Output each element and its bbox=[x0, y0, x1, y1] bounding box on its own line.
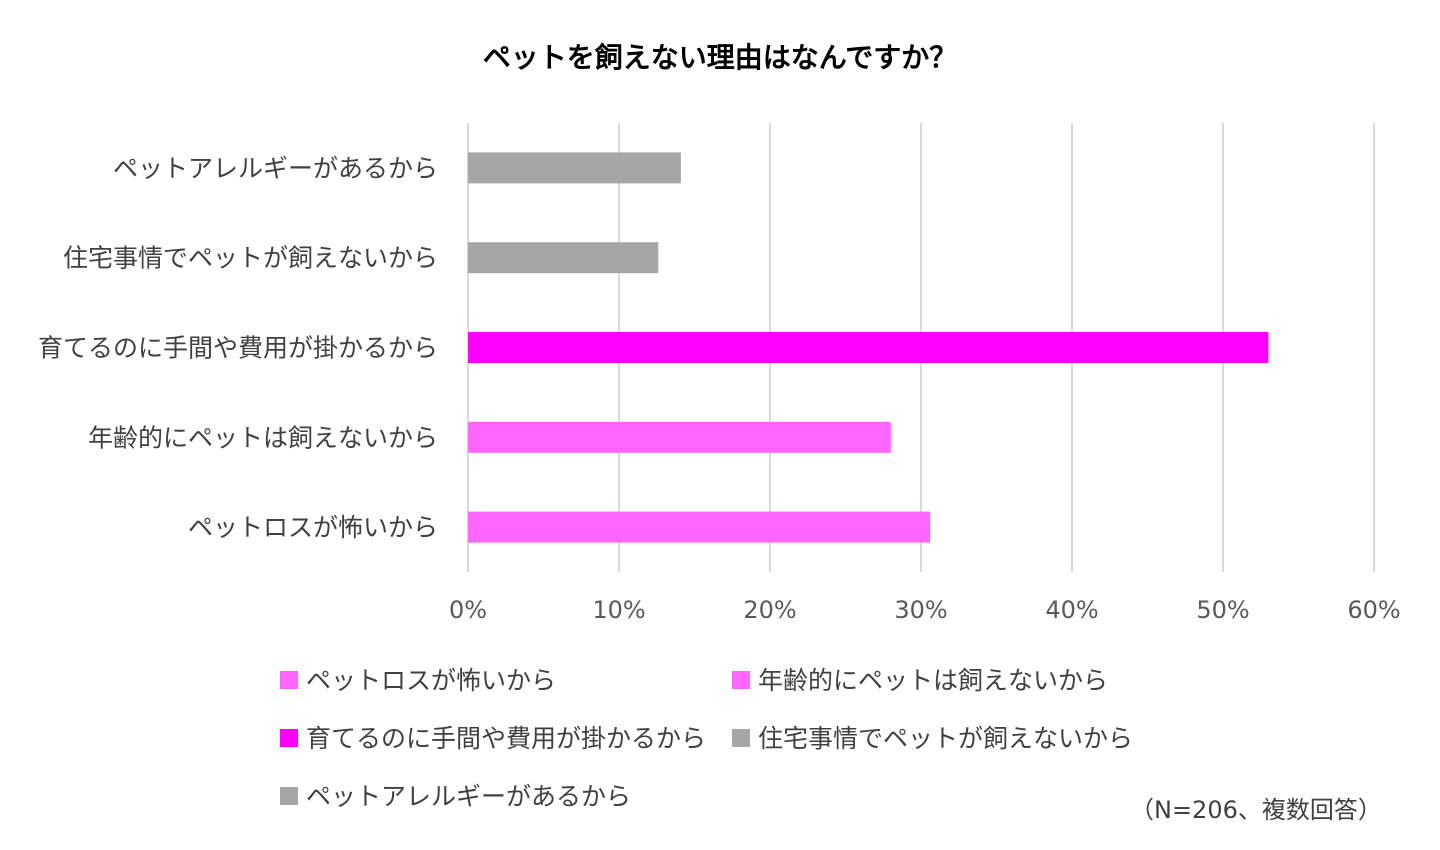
x-tick-label: 40% bbox=[1045, 596, 1098, 624]
x-tick-label: 0% bbox=[449, 596, 487, 624]
bar-layer bbox=[468, 152, 1269, 543]
legend-label: 育てるのに手間や費用が掛かるから bbox=[306, 724, 706, 753]
category-label: 育てるのに手間や費用が掛かるから bbox=[38, 334, 438, 363]
legend-label: ペットロスが怖いから bbox=[306, 666, 556, 695]
x-tick-label: 60% bbox=[1347, 596, 1400, 624]
legend: ペットロスが怖いから 年齢的にペットは飼えないから育てるのに手間や費用が掛かるから… bbox=[280, 666, 1133, 811]
x-tick-label: 30% bbox=[894, 596, 947, 624]
category-label: ペットロスが怖いから bbox=[188, 513, 438, 542]
bar bbox=[468, 152, 681, 184]
x-tick-label: 10% bbox=[592, 596, 645, 624]
tick-labels: 0% 10% 20% 30% 40% 50% 60% bbox=[449, 596, 1401, 624]
legend-swatch bbox=[732, 729, 750, 747]
legend-swatch bbox=[732, 671, 750, 689]
legend-label: 年齢的にペットは飼えないから bbox=[758, 666, 1108, 695]
category-labels: ペットアレルギーがあるから住宅事情でペットが飼えないから育てるのに手間や費用が掛… bbox=[38, 154, 438, 542]
bar bbox=[468, 511, 931, 543]
legend-swatch bbox=[280, 671, 298, 689]
category-label: 年齢的にペットは飼えないから bbox=[88, 423, 438, 452]
chart-title: ペットを飼えない理由はなんですか？ bbox=[482, 41, 958, 74]
chart-note: （N=206、複数回答） bbox=[1130, 796, 1382, 824]
legend-swatch bbox=[280, 729, 298, 747]
bar bbox=[468, 332, 1269, 363]
bar bbox=[468, 421, 891, 453]
category-label: ペットアレルギーがあるから bbox=[113, 154, 438, 183]
legend-swatch bbox=[280, 787, 298, 805]
legend-label: ペットアレルギーがあるから bbox=[306, 782, 631, 811]
category-label: 住宅事情でペットが飼えないから bbox=[63, 244, 438, 273]
bar bbox=[468, 242, 659, 274]
x-tick-label: 50% bbox=[1196, 596, 1249, 624]
legend-label: 住宅事情でペットが飼えないから bbox=[758, 724, 1133, 753]
x-tick-label: 20% bbox=[743, 596, 796, 624]
